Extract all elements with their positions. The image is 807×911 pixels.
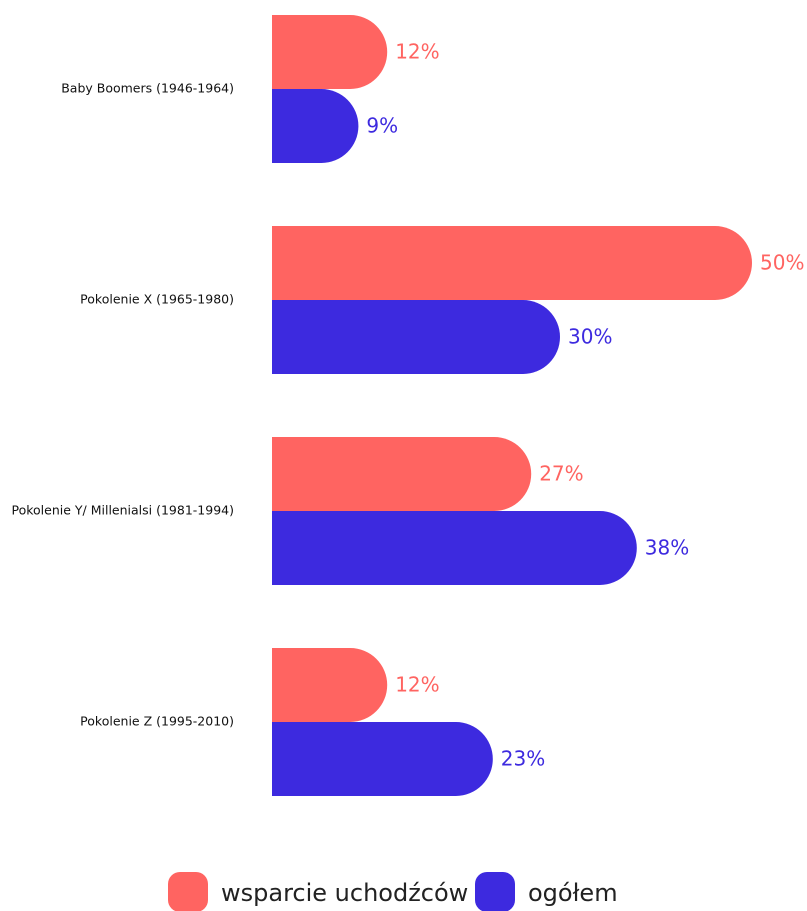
bar [272,226,752,300]
value-label: 50% [760,251,804,275]
value-label: 9% [366,114,398,138]
category-label: Pokolenie Y/ Millenialsi (1981-1994) [12,503,235,518]
value-label: 12% [395,673,439,697]
category-label: Pokolenie X (1965-1980) [80,292,234,307]
bar [272,437,532,511]
value-label: 27% [539,462,583,486]
legend-swatch [168,872,208,911]
legend-label: wsparcie uchodźców [221,879,468,907]
legend-label: ogółem [528,879,618,907]
value-label: 30% [568,325,612,349]
bar [272,722,493,796]
bar [272,89,359,163]
value-label: 12% [395,40,439,64]
legend-swatch [475,872,515,911]
value-label: 23% [501,747,545,771]
bar [272,300,560,374]
value-label: 38% [645,536,689,560]
category-label: Baby Boomers (1946-1964) [61,81,234,96]
category-label: Pokolenie Z (1995-2010) [80,714,234,729]
bar [272,15,388,90]
bar [272,511,637,585]
bar [272,648,388,722]
